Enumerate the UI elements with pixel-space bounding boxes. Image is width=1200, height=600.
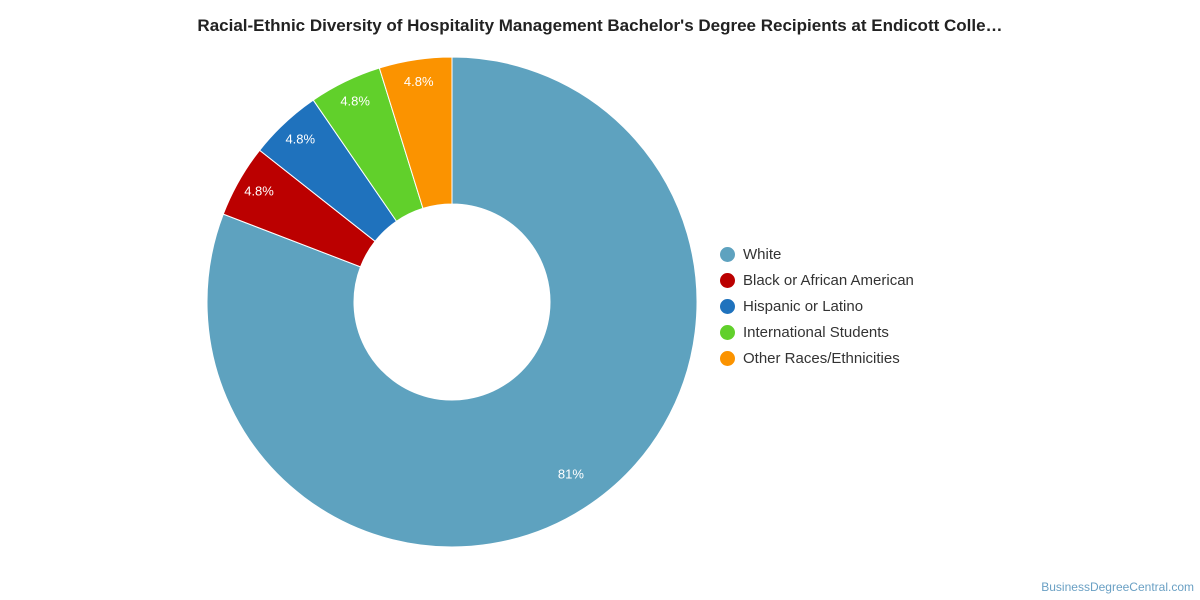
legend-label: Hispanic or Latino	[743, 297, 864, 315]
legend-item[interactable]: Other Races/Ethnicities	[720, 345, 914, 371]
legend-label: Black or African American	[743, 271, 914, 289]
slice-label: 4.8%	[285, 131, 315, 146]
legend-marker-icon	[720, 324, 735, 340]
legend-marker-icon	[720, 350, 735, 366]
legend-marker-icon	[720, 298, 735, 314]
legend-label: International Students	[743, 323, 889, 341]
legend-marker-icon	[720, 246, 735, 262]
slice-white[interactable]	[206, 56, 698, 548]
legend-label: Other Races/Ethnicities	[743, 349, 900, 367]
legend-marker-icon	[720, 272, 735, 288]
slice-label: 4.8%	[340, 94, 370, 109]
site-credit[interactable]: BusinessDegreeCentral.com	[1041, 580, 1194, 594]
legend-label: White	[743, 245, 782, 263]
chart-title: Racial-Ethnic Diversity of Hospitality M…	[197, 16, 1003, 35]
legend: White Black or African American Hispanic o…	[720, 241, 914, 371]
legend-item[interactable]: Hispanic or Latino	[720, 293, 914, 319]
slice-label: 4.8%	[244, 184, 274, 199]
slices-group	[206, 56, 698, 548]
legend-item[interactable]: International Students	[720, 319, 914, 345]
slice-labels-group: 81% 4.8% 4.8% 4.8% 4.8%	[244, 74, 584, 482]
slice-other-races-ethnicities[interactable]	[378, 56, 453, 210]
slice-label: 4.8%	[404, 74, 434, 89]
legend-item[interactable]: White	[720, 241, 914, 267]
legend-item[interactable]: Black or African American	[720, 267, 914, 293]
slice-label: 81%	[558, 467, 584, 482]
